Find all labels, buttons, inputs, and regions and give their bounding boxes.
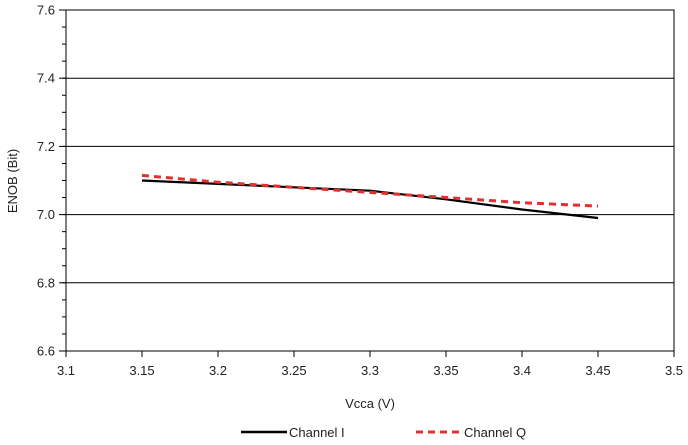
legend-label: Channel Q [464, 425, 526, 440]
y-tick-label: 7.6 [37, 3, 55, 18]
y-tick-label: 7.2 [37, 139, 55, 154]
x-axis-title: Vcca (V) [345, 396, 395, 411]
series-line-channel-q [141, 173, 599, 208]
legend-label: Channel I [289, 425, 345, 440]
x-tick-label: 3.4 [513, 363, 531, 378]
x-tick-label: 3.5 [665, 363, 683, 378]
y-axis-ticks: 6.6 6.8 7.0 7.2 7.4 7.6 [37, 3, 66, 359]
y-tick-label: 6.6 [37, 344, 55, 359]
y-tick-label: 7.4 [37, 71, 55, 86]
x-axis-ticks: 3.1 3.15 3.2 3.25 3.3 3.35 3.4 3.45 3.5 [57, 351, 683, 378]
x-tick-label: 3.45 [585, 363, 610, 378]
series-layer [141, 173, 599, 220]
x-tick-label: 3.3 [361, 363, 379, 378]
y-axis-title: ENOB (Bit) [5, 149, 20, 213]
legend: Channel I Channel Q [241, 425, 526, 440]
x-tick-label: 3.1 [57, 363, 75, 378]
y-tick-label: 7.0 [37, 207, 55, 222]
series-line-channel-i [141, 179, 599, 220]
y-tick-label: 6.8 [37, 275, 55, 290]
x-tick-label: 3.15 [129, 363, 154, 378]
x-tick-label: 3.25 [281, 363, 306, 378]
x-tick-label: 3.35 [433, 363, 458, 378]
x-tick-label: 3.2 [209, 363, 227, 378]
